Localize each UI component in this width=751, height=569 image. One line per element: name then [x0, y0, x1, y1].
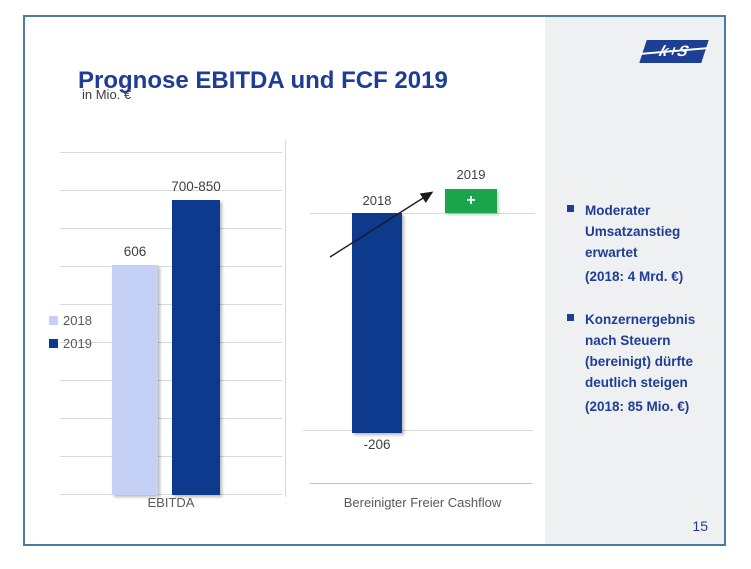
bullet-item-revenue: Moderater Umsatzanstieg erwartet (2018: …: [567, 200, 709, 287]
bullet-net-income-detail: (2018: 85 Mio. €): [585, 399, 690, 414]
fcf-2018-label: 2018: [362, 193, 392, 208]
legend-label-2018: 2018: [63, 313, 92, 328]
ks-logo: k+S: [639, 40, 710, 63]
bullet-revenue-detail: (2018: 4 Mrd. €): [585, 269, 684, 284]
unit-subtitle: in Mio. €: [82, 87, 132, 102]
chart-divider: [285, 140, 286, 497]
slide: Prognose EBITDA und FCF 2019 in Mio. € k…: [23, 15, 726, 546]
logo-text: k+S: [656, 43, 692, 60]
fcf-2019-positive-indicator: +: [445, 189, 497, 213]
fcf-zero-line: [310, 213, 535, 214]
legend-swatch-2018-icon: [49, 316, 58, 325]
ebitda-2018-value: 606: [123, 244, 147, 259]
fcf-2019-label: 2019: [456, 167, 486, 182]
page-title: Prognose EBITDA und FCF 2019: [78, 67, 448, 95]
fcf-axis-line: [310, 483, 532, 484]
ebitda-axis-label: EBITDA: [147, 495, 195, 510]
ebitda-chart-plot: 606 700-850: [60, 152, 282, 495]
legend-item-2019: 2019: [49, 336, 92, 351]
ebitda-2019-value: 700-850: [171, 179, 221, 194]
fcf-gridline-neg200: [303, 430, 533, 431]
plus-icon: +: [466, 192, 476, 209]
ebitda-bar-2018: [112, 265, 158, 495]
legend-label-2019: 2019: [63, 336, 92, 351]
bullet-item-net-income: Konzernergebnis nach Steuern (bereinigt)…: [567, 309, 709, 417]
sidebar-panel: [545, 17, 724, 544]
bullet-net-income-text: Konzernergebnis nach Steuern (bereinigt)…: [585, 312, 696, 390]
ebitda-bar-2019: [172, 200, 220, 495]
fcf-2018-value: -206: [363, 437, 391, 452]
ebitda-legend: 2018 2019: [49, 313, 92, 359]
legend-swatch-2019-icon: [49, 339, 58, 348]
page-number: 15: [692, 518, 708, 534]
bullet-square-icon: [567, 314, 574, 321]
fcf-bar-2018: [352, 213, 402, 433]
bullet-revenue-text: Moderater Umsatzanstieg erwartet: [585, 203, 681, 260]
legend-item-2018: 2018: [49, 313, 92, 328]
bullet-square-icon: [567, 205, 574, 212]
fcf-axis-label: Bereinigter Freier Cashflow: [343, 495, 502, 510]
increase-arrow-icon: [329, 191, 434, 258]
